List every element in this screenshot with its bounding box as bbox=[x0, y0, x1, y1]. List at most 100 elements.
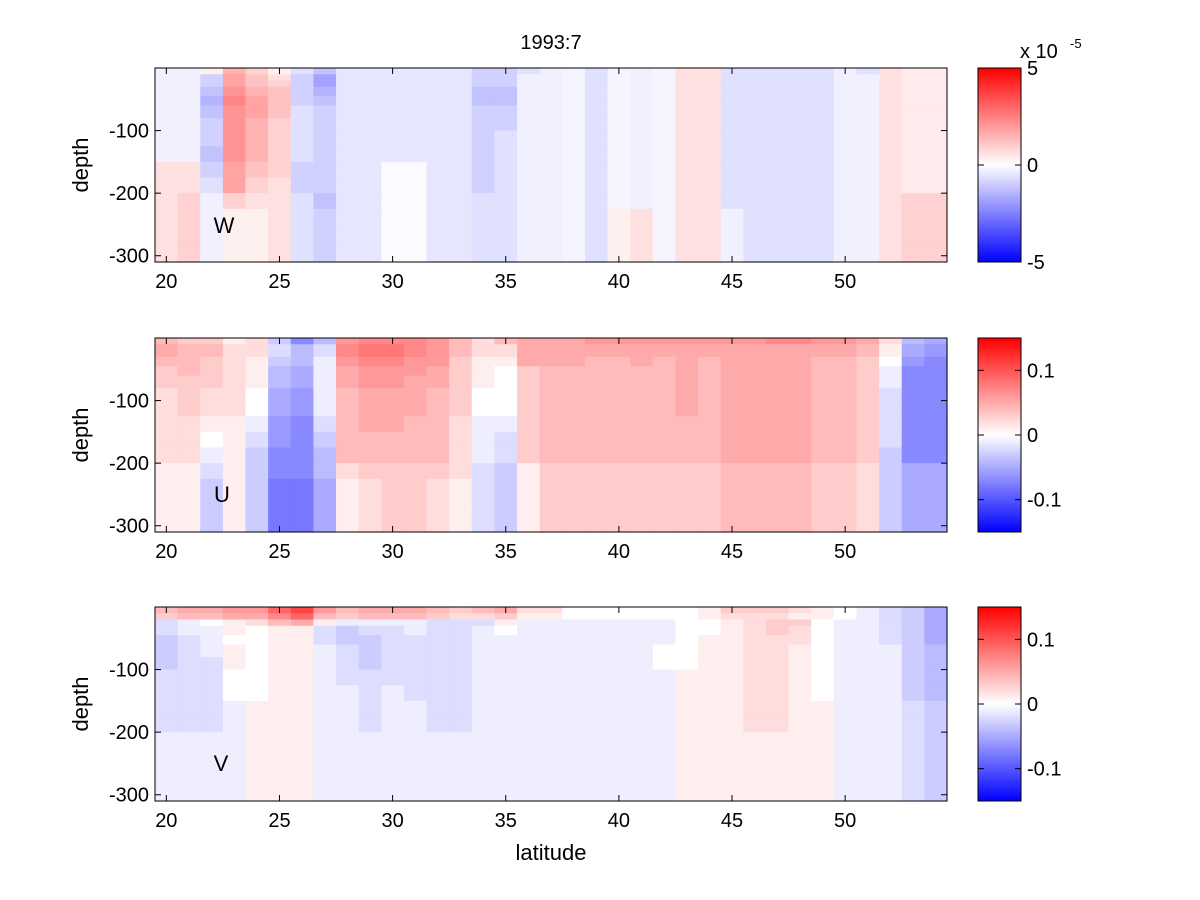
heatmap-cell bbox=[200, 447, 224, 464]
heatmap-cell bbox=[924, 74, 948, 82]
heatmap-cell bbox=[675, 68, 699, 75]
heatmap-cell bbox=[155, 657, 179, 671]
heatmap-cell bbox=[811, 732, 835, 749]
heatmap-cell bbox=[879, 607, 903, 614]
heatmap-cell bbox=[675, 416, 699, 433]
heatmap-cell bbox=[765, 747, 790, 765]
heatmap-cell bbox=[449, 625, 473, 636]
heatmap-cell bbox=[675, 208, 699, 226]
heatmap-cell bbox=[765, 366, 790, 377]
heatmap-cell bbox=[381, 366, 405, 377]
heatmap-cell bbox=[720, 208, 744, 226]
heatmap-cell bbox=[403, 338, 428, 345]
heatmap-cell bbox=[675, 388, 699, 402]
heatmap-cell bbox=[765, 431, 790, 449]
heatmap-cell bbox=[675, 635, 699, 646]
heatmap-cell bbox=[743, 716, 767, 733]
heatmap-cell bbox=[336, 86, 360, 97]
heatmap-cell bbox=[743, 644, 767, 658]
heatmap-cell bbox=[879, 657, 903, 671]
heatmap-cell bbox=[924, 635, 948, 646]
heatmap-cell bbox=[426, 388, 450, 402]
heatmap-cell bbox=[765, 685, 790, 702]
heatmap-cell bbox=[403, 86, 428, 97]
heatmap-cell bbox=[539, 161, 563, 179]
heatmap-cell bbox=[765, 146, 790, 163]
heatmap-cell bbox=[222, 338, 247, 345]
heatmap-cell bbox=[313, 494, 337, 511]
heatmap-cell bbox=[222, 779, 247, 802]
heatmap-cell bbox=[222, 86, 247, 97]
heatmap-cell bbox=[336, 350, 360, 358]
heatmap-cell bbox=[788, 68, 812, 75]
heatmap-cell bbox=[630, 68, 654, 75]
heatmap-cell bbox=[403, 356, 428, 367]
heatmap-cell bbox=[765, 494, 790, 511]
heatmap-cell bbox=[833, 700, 858, 718]
heatmap-cell bbox=[652, 685, 677, 702]
heatmap-cell bbox=[652, 375, 677, 389]
heatmap-cell bbox=[743, 763, 767, 780]
heatmap-cell bbox=[743, 177, 767, 194]
heatmap-cell bbox=[720, 431, 744, 449]
heatmap-cell bbox=[765, 86, 790, 97]
heatmap-cell bbox=[856, 463, 880, 480]
heatmap-cell bbox=[811, 657, 835, 671]
heatmap-cell bbox=[788, 625, 812, 636]
heatmap-cell bbox=[403, 224, 428, 241]
heatmap-cell bbox=[268, 208, 292, 226]
heatmap-cell bbox=[222, 388, 247, 402]
heatmap-cell bbox=[449, 177, 473, 194]
heatmap-cell bbox=[924, 366, 948, 377]
heatmap-cell bbox=[177, 224, 201, 241]
heatmap-cell bbox=[336, 669, 360, 686]
heatmap-cell bbox=[539, 619, 563, 627]
heatmap-cell bbox=[788, 86, 812, 97]
heatmap-cell bbox=[245, 716, 269, 733]
heatmap-cell bbox=[720, 463, 744, 480]
heatmap-cell bbox=[856, 732, 880, 749]
heatmap-cell bbox=[268, 463, 292, 480]
heatmap-cell bbox=[155, 478, 179, 496]
heatmap-cell bbox=[517, 607, 541, 614]
heatmap-cell bbox=[177, 494, 201, 511]
heatmap-cell bbox=[177, 463, 201, 480]
heatmap-cell bbox=[403, 669, 428, 686]
heatmap-cell bbox=[471, 80, 496, 88]
heatmap-cell bbox=[879, 494, 903, 511]
heatmap-cell bbox=[313, 400, 337, 417]
heatmap-cell bbox=[539, 86, 563, 97]
heatmap-cell bbox=[856, 447, 880, 464]
x-tick-label: 35 bbox=[495, 810, 517, 832]
heatmap-cell bbox=[675, 447, 699, 464]
heatmap-cell bbox=[652, 105, 677, 119]
heatmap-cell bbox=[562, 74, 586, 82]
heatmap-cell bbox=[720, 416, 744, 433]
heatmap-cell bbox=[539, 96, 563, 107]
heatmap-cell bbox=[833, 463, 858, 480]
heatmap-cell bbox=[403, 177, 428, 194]
heatmap-cell bbox=[471, 447, 496, 464]
heatmap-cell bbox=[177, 161, 201, 179]
heatmap-cell bbox=[562, 447, 586, 464]
heatmap-cell bbox=[924, 716, 948, 733]
heatmap-cell bbox=[539, 716, 563, 733]
heatmap-cell bbox=[539, 350, 563, 358]
heatmap-cell bbox=[200, 240, 224, 263]
heatmap-cell bbox=[245, 494, 269, 511]
heatmap-cell bbox=[177, 375, 201, 389]
heatmap-cell bbox=[290, 763, 314, 780]
heatmap-cell bbox=[426, 463, 450, 480]
heatmap-cell bbox=[924, 669, 948, 686]
heatmap-cell bbox=[743, 68, 767, 75]
heatmap-cell bbox=[336, 635, 360, 646]
heatmap-cell bbox=[313, 635, 337, 646]
heatmap-cell bbox=[879, 510, 903, 533]
heatmap-cell bbox=[856, 105, 880, 119]
heatmap-cell bbox=[584, 607, 609, 614]
heatmap-cell bbox=[222, 80, 247, 88]
heatmap-cell bbox=[177, 447, 201, 464]
heatmap-cell bbox=[155, 463, 179, 480]
heatmap-cell bbox=[607, 779, 631, 802]
heatmap-cell bbox=[200, 494, 224, 511]
